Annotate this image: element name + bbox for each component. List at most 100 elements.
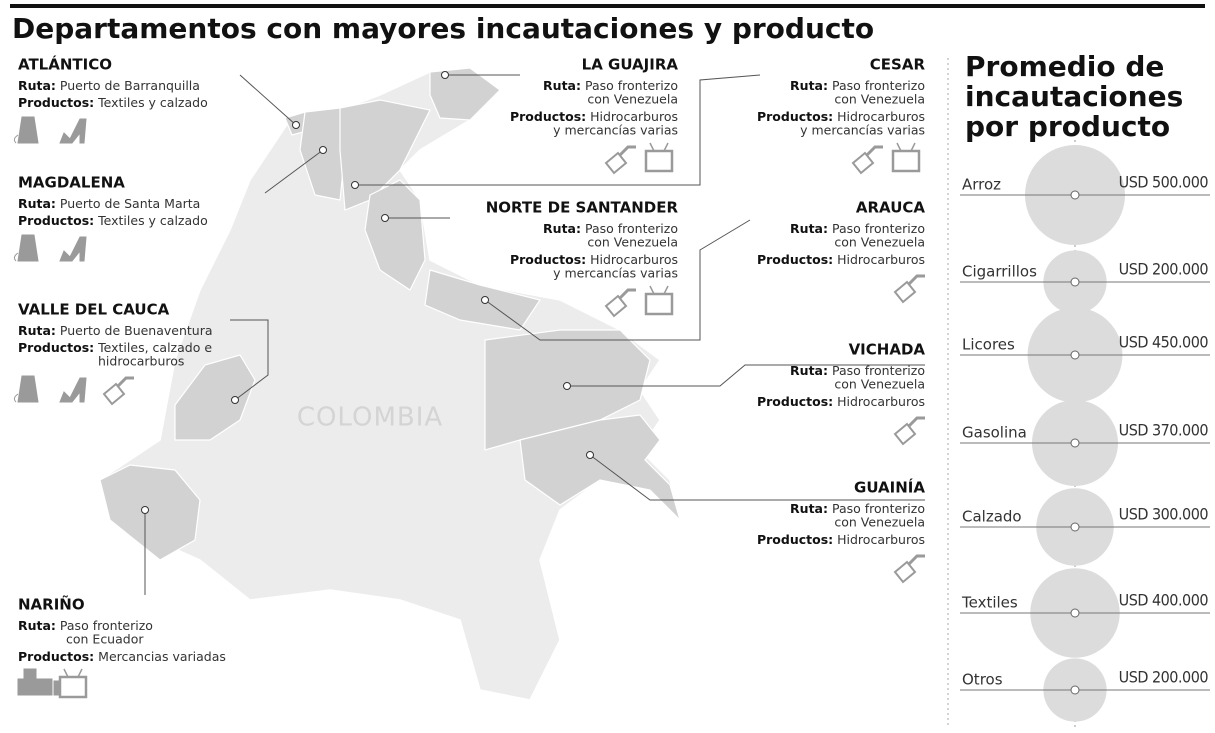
antenna xyxy=(649,142,669,152)
route-line: con Venezuela xyxy=(834,515,925,530)
narino-shape xyxy=(99,464,201,561)
vichada-shape xyxy=(484,329,651,451)
hose xyxy=(116,376,134,388)
map-label: COLOMBIA xyxy=(297,403,443,433)
department-name: CESAR xyxy=(870,56,926,74)
location-dot xyxy=(381,214,389,222)
field-label: Productos: xyxy=(757,394,833,409)
field-label: Ruta: xyxy=(543,78,581,93)
field-value: Paso fronterizo xyxy=(60,618,153,633)
field-label: Productos: xyxy=(757,532,833,547)
departments-shapes xyxy=(99,67,682,561)
nozzle xyxy=(893,422,917,446)
products-line: y mercancías varias xyxy=(553,123,678,138)
field-value: Paso fronterizo xyxy=(832,363,925,378)
icon-gas xyxy=(102,376,134,406)
truck-cab xyxy=(23,668,37,680)
leader-line xyxy=(355,74,761,186)
department-name: ARAUCA xyxy=(856,199,925,217)
bubble-center xyxy=(1070,522,1080,532)
icon-shoe xyxy=(59,236,87,262)
valle-shape xyxy=(174,354,256,441)
leader-line xyxy=(239,74,297,126)
truck-body xyxy=(17,678,53,696)
info-line: Ruta: Paso fronterizo xyxy=(790,363,925,378)
department-name: VALLE DEL CAUCA xyxy=(18,301,170,319)
field-value: Paso fronterizo xyxy=(585,221,678,236)
bubble-center xyxy=(1070,685,1080,695)
antenna xyxy=(896,142,916,152)
field-value: Mercancias variadas xyxy=(98,649,226,664)
icon-spool xyxy=(13,375,39,403)
field-label: Ruta: xyxy=(543,221,581,236)
products-line: hidrocarburos xyxy=(98,354,184,369)
field-label: Productos: xyxy=(18,649,94,664)
product-value: USD 400.000 xyxy=(1119,591,1209,610)
bubble-center xyxy=(1070,350,1080,360)
field-label: Ruta: xyxy=(790,221,828,236)
field-label: Ruta: xyxy=(790,363,828,378)
department-name: VICHADA xyxy=(849,341,926,359)
leader-line xyxy=(230,319,269,401)
icon-gas xyxy=(604,145,636,175)
field-value: Puerto de Barranquilla xyxy=(60,78,200,93)
title: Departamentos con mayores incautaciones … xyxy=(12,12,874,45)
icon-tv xyxy=(58,668,88,699)
info-line: Productos: Textiles y calzado xyxy=(18,213,208,228)
field-label: Productos: xyxy=(757,109,833,124)
field-value: Hidrocarburos xyxy=(837,109,925,124)
location-dot xyxy=(231,396,239,404)
field-value: Textiles y calzado xyxy=(97,213,208,228)
info-line: Productos: Hidrocarburos xyxy=(757,109,925,124)
field-value: Hidrocarburos xyxy=(837,532,925,547)
product-value: USD 450.000 xyxy=(1119,333,1209,352)
shoe xyxy=(59,118,87,144)
info-line: Productos: Hidrocarburos xyxy=(757,394,925,409)
field-label: Productos: xyxy=(18,95,94,110)
hose xyxy=(618,288,636,300)
location-dot xyxy=(351,181,359,189)
product-name: Cigarrillos xyxy=(962,263,1037,281)
location-dot xyxy=(441,71,449,79)
info-line: Productos: Hidrocarburos xyxy=(757,532,925,547)
leader-line xyxy=(264,149,324,194)
spool xyxy=(17,375,39,403)
info-line: Productos: Hidrocarburos xyxy=(510,252,678,267)
info-line: Ruta: Paso fronterizo xyxy=(543,221,678,236)
route-line: con Venezuela xyxy=(587,235,678,250)
hose xyxy=(865,145,883,157)
nozzle xyxy=(604,151,628,175)
field-value: Textiles, calzado e xyxy=(97,340,212,355)
product-name: Calzado xyxy=(962,508,1022,526)
field-value: Hidrocarburos xyxy=(837,394,925,409)
department-name: LA GUAJIRA xyxy=(582,56,679,74)
hose xyxy=(907,554,925,566)
guainia-shape xyxy=(519,414,682,523)
location-dot xyxy=(563,382,571,390)
location-dot xyxy=(481,296,489,304)
product-value: USD 300.000 xyxy=(1119,505,1209,524)
field-label: Ruta: xyxy=(18,196,56,211)
product-value: USD 200.000 xyxy=(1119,260,1209,279)
shoe xyxy=(59,236,87,262)
info-line: Ruta: Puerto de Buenaventura xyxy=(18,323,213,338)
location-dot xyxy=(141,506,149,514)
field-value: Puerto de Buenaventura xyxy=(60,323,213,338)
hose xyxy=(907,416,925,428)
antenna xyxy=(649,285,669,295)
antenna xyxy=(63,668,83,678)
field-label: Productos: xyxy=(510,252,586,267)
panel-title: por producto xyxy=(965,110,1170,143)
field-value: Hidrocarburos xyxy=(590,252,678,267)
icon-gas xyxy=(893,274,925,304)
field-value: Hidrocarburos xyxy=(837,252,925,267)
icon-shoe xyxy=(59,377,87,403)
info-line: Ruta: Paso fronterizo xyxy=(543,78,678,93)
field-label: Ruta: xyxy=(790,78,828,93)
product-name: Arroz xyxy=(962,176,1001,194)
products-line: y mercancías varias xyxy=(553,266,678,281)
product-value: USD 200.000 xyxy=(1119,668,1209,687)
field-label: Productos: xyxy=(757,252,833,267)
bubble-center xyxy=(1070,608,1080,618)
field-value: Paso fronterizo xyxy=(585,78,678,93)
